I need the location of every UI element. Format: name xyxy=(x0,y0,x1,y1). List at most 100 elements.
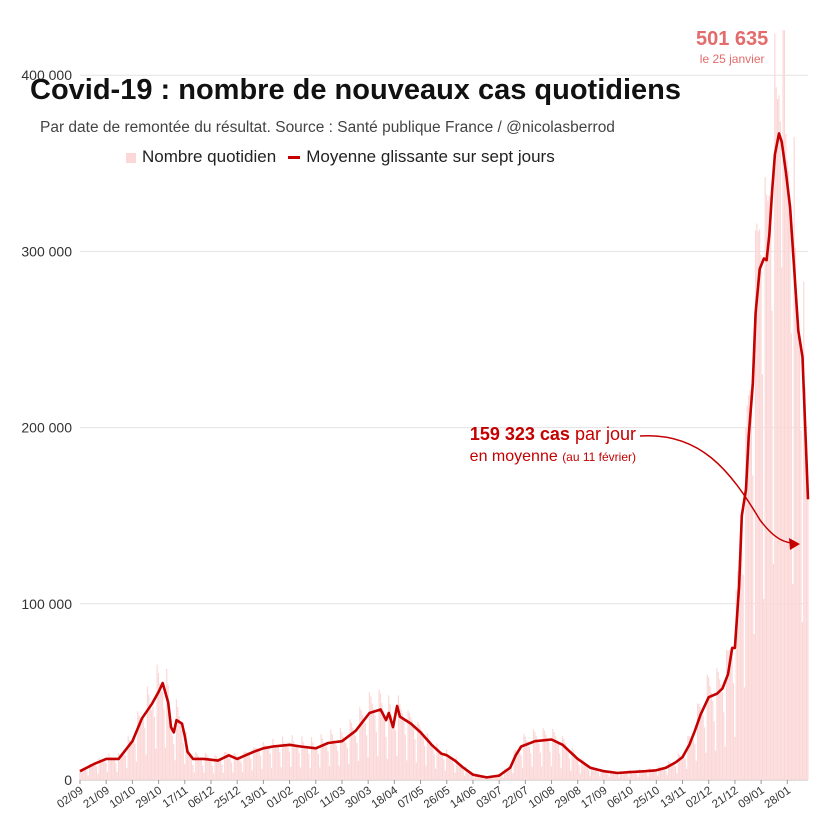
daily-bar xyxy=(214,754,216,780)
daily-bar xyxy=(557,743,559,780)
daily-bar xyxy=(175,699,178,780)
daily-bar xyxy=(105,762,107,780)
daily-bar xyxy=(663,768,666,780)
daily-bar xyxy=(495,775,497,780)
daily-bar xyxy=(753,634,755,780)
y-tick-label: 100 000 xyxy=(21,596,72,612)
daily-bar xyxy=(84,768,87,780)
daily-bar xyxy=(124,755,126,780)
daily-bar xyxy=(450,757,452,780)
daily-bar xyxy=(330,729,332,780)
daily-bar xyxy=(601,769,604,780)
daily-bar xyxy=(491,777,493,780)
daily-bar xyxy=(395,730,397,780)
daily-bar xyxy=(706,674,708,780)
daily-bar xyxy=(83,768,85,780)
daily-bar xyxy=(535,736,537,780)
daily-bar xyxy=(203,772,205,780)
daily-bar xyxy=(306,748,308,780)
daily-bar xyxy=(93,763,95,780)
daily-bar xyxy=(197,756,200,780)
daily-bar xyxy=(414,739,416,780)
daily-bar xyxy=(527,743,529,780)
daily-bar xyxy=(756,223,758,780)
daily-bar xyxy=(334,743,336,780)
daily-bar xyxy=(570,771,572,780)
daily-bar xyxy=(352,727,354,780)
daily-bar xyxy=(239,757,241,780)
daily-bar xyxy=(207,756,209,780)
daily-bar xyxy=(141,721,143,780)
daily-bar xyxy=(229,755,231,780)
daily-bar xyxy=(589,775,591,780)
daily-bar xyxy=(644,771,646,780)
daily-bar xyxy=(162,691,164,780)
daily-bar xyxy=(372,708,375,780)
daily-bar xyxy=(190,759,193,780)
daily-bar xyxy=(742,574,744,780)
daily-bar xyxy=(581,758,583,780)
daily-bar xyxy=(625,772,627,780)
daily-bar xyxy=(772,563,775,780)
daily-bar xyxy=(368,692,371,780)
daily-bar xyxy=(419,727,422,780)
daily-bar xyxy=(146,686,149,780)
daily-bar xyxy=(157,673,160,780)
daily-bar xyxy=(215,756,217,780)
daily-bar xyxy=(688,736,690,780)
daily-bar xyxy=(331,734,333,780)
daily-bar xyxy=(319,767,321,780)
daily-bar xyxy=(743,687,746,780)
daily-bar xyxy=(666,775,668,780)
daily-bar xyxy=(763,598,765,780)
daily-bar xyxy=(192,764,194,780)
daily-bar xyxy=(193,772,195,780)
daily-bar xyxy=(517,751,519,780)
daily-bar xyxy=(677,753,679,780)
daily-bar xyxy=(661,768,663,780)
daily-bar xyxy=(266,745,269,780)
daily-bar xyxy=(82,768,84,780)
daily-bar xyxy=(134,743,136,780)
daily-bar xyxy=(650,769,652,780)
daily-bar xyxy=(568,758,570,780)
x-tick-label: 10/10 xyxy=(108,785,138,811)
daily-bar xyxy=(462,770,464,780)
daily-bar xyxy=(451,758,453,780)
daily-bar xyxy=(662,769,664,780)
daily-bar xyxy=(735,590,737,780)
peak-date: le 25 janvier xyxy=(699,52,765,66)
daily-bar xyxy=(468,771,470,780)
daily-bar xyxy=(424,746,426,780)
daily-bar xyxy=(506,768,508,780)
daily-bar xyxy=(98,757,100,780)
daily-bar xyxy=(612,772,615,780)
daily-bar xyxy=(788,170,790,780)
daily-bar xyxy=(754,230,757,780)
daily-bar xyxy=(199,757,201,780)
daily-bar xyxy=(293,741,295,780)
daily-bar xyxy=(108,753,110,780)
daily-bar xyxy=(91,763,93,780)
daily-bar xyxy=(137,711,139,780)
chart-subtitle: Par date de remontée du résultat. Source… xyxy=(40,119,615,136)
daily-bar xyxy=(370,696,372,780)
daily-bar xyxy=(80,769,82,780)
daily-bar xyxy=(611,771,613,780)
daily-bar xyxy=(342,736,344,780)
daily-bar xyxy=(679,754,681,780)
daily-bar xyxy=(301,736,303,780)
daily-bar xyxy=(501,775,503,780)
daily-bar xyxy=(454,772,456,780)
daily-bar xyxy=(399,704,401,780)
daily-bar xyxy=(594,768,597,780)
daily-bar xyxy=(344,739,346,780)
daily-bar xyxy=(148,694,150,780)
daily-bar xyxy=(339,727,342,780)
annotation-arrow xyxy=(639,435,799,545)
x-tick-label: 22/07 xyxy=(501,785,531,811)
daily-bar xyxy=(618,777,620,780)
daily-bar xyxy=(304,747,306,780)
daily-bar xyxy=(243,751,245,780)
daily-bar xyxy=(566,746,568,780)
